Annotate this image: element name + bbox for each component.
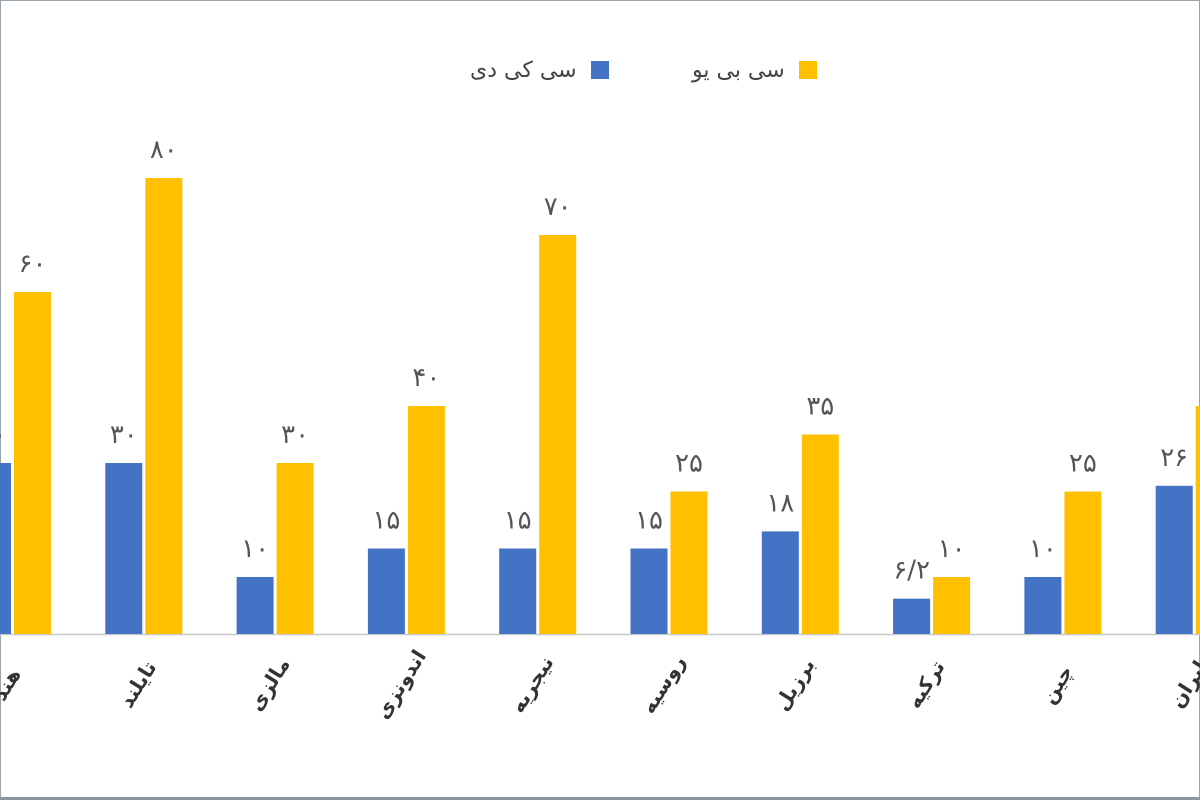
category-label-3: اندونزی <box>370 645 431 723</box>
bar-cbu-4 <box>539 235 577 634</box>
data-label-ckd-3: ۱۵ <box>372 506 400 536</box>
category-label-5: روسیه <box>636 651 690 718</box>
bar-ckd-4 <box>499 548 537 634</box>
data-label-cbu-4: ۷۰ <box>544 192 572 222</box>
bar-ckd-2 <box>236 577 274 634</box>
legend-swatch-ckd <box>590 61 609 79</box>
category-label-2: مالزی <box>244 653 295 715</box>
bar-ckd-6 <box>761 531 799 634</box>
bar-ckd-3 <box>367 548 405 634</box>
legend-label-ckd: سی کی دی <box>470 57 577 83</box>
bar-ckd-0 <box>0 463 11 634</box>
data-label-cbu-5: ۲۵ <box>675 449 703 479</box>
legend: سی بی یو سی کی دی <box>0 52 1200 88</box>
data-label-cbu-8: ۲۵ <box>1069 449 1097 479</box>
bar-ckd-1 <box>105 463 143 634</box>
data-label-ckd-9: ۲۶ <box>1160 443 1188 473</box>
category-label-8: چین <box>1036 661 1079 709</box>
data-label-ckd-0: ۳۰ <box>0 420 6 450</box>
bar-ckd-8 <box>1024 577 1062 634</box>
data-label-ckd-8: ۱۰ <box>1029 534 1057 564</box>
legend-item-cbu: سی بی یو <box>692 52 817 88</box>
bar-cbu-0 <box>14 292 51 634</box>
legend-item-ckd: سی کی دی <box>470 52 609 88</box>
category-label-0: هند <box>0 664 26 705</box>
bar-cbu-5 <box>670 491 708 634</box>
bar-cbu-3 <box>407 406 445 634</box>
bar-cbu-6 <box>801 434 839 634</box>
data-label-ckd-7: ۶/۲ <box>893 556 930 586</box>
data-label-cbu-2: ۳۰ <box>281 420 309 450</box>
data-label-cbu-7: ۱۰ <box>938 534 966 564</box>
bar-cbu-7 <box>933 577 971 634</box>
bar-cbu-2 <box>276 463 314 634</box>
data-label-cbu-1: ۸۰ <box>150 135 178 165</box>
bar-ckd-7 <box>893 598 931 634</box>
legend-label-cbu: سی بی یو <box>692 57 785 83</box>
data-label-ckd-1: ۳۰ <box>110 420 138 450</box>
data-label-ckd-2: ۱۰ <box>241 534 269 564</box>
category-label-6: برزیل <box>769 654 819 715</box>
bar-cbu-8 <box>1064 491 1102 634</box>
data-label-cbu-3: ۴۰ <box>412 363 440 393</box>
data-label-ckd-4: ۱۵ <box>504 506 532 536</box>
data-label-ckd-6: ۱۸ <box>766 488 794 518</box>
bar-cbu-9 <box>1195 406 1200 634</box>
data-label-cbu-0: ۶۰ <box>19 249 47 279</box>
bar-ckd-5 <box>630 548 668 634</box>
data-label-ckd-5: ۱۵ <box>635 506 663 536</box>
bar-ckd-9 <box>1155 485 1193 634</box>
legend-swatch-cbu <box>798 61 817 79</box>
category-label-1: تایلند <box>114 657 161 712</box>
category-label-4: نیجریه <box>505 652 558 717</box>
category-label-9: ایران <box>1165 656 1200 712</box>
category-label-7: ترکیه <box>902 656 950 713</box>
data-label-cbu-6: ۳۵ <box>806 392 834 422</box>
bar-cbu-1 <box>145 178 183 634</box>
